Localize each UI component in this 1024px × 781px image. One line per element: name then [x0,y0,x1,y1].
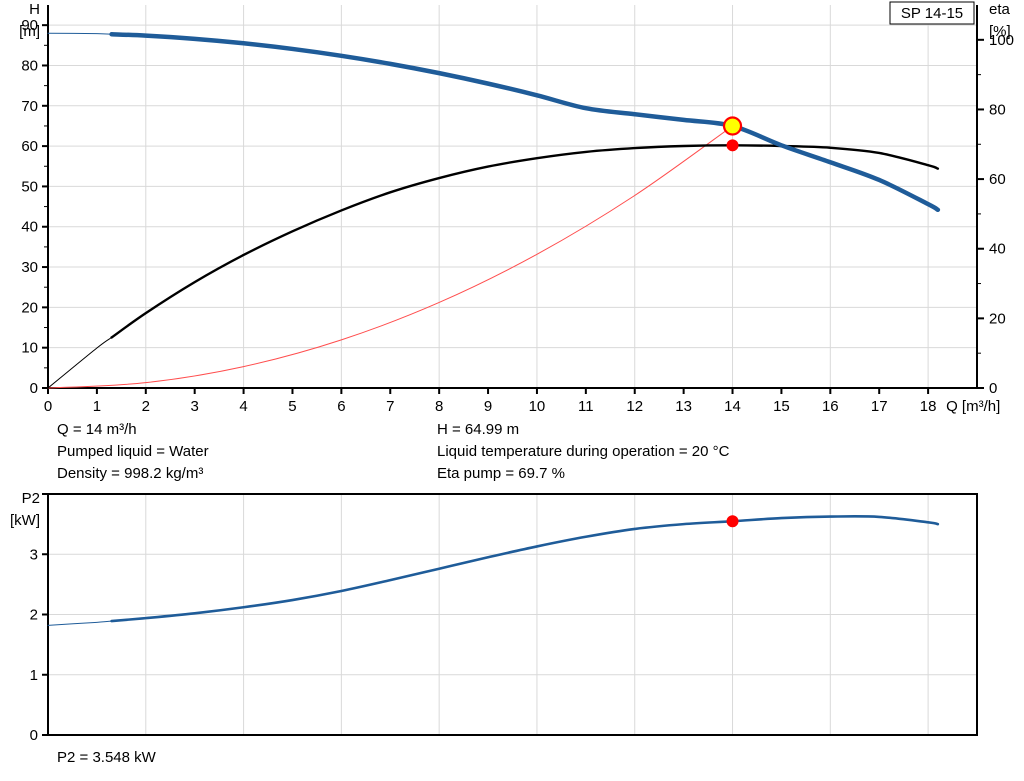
y-left-axis-title: H [29,1,40,18]
x-tick-label: 3 [191,398,199,415]
info-flow: Q = 14 m³/h [57,421,137,438]
x-tick-label: 0 [44,398,52,415]
x-tick-label: 7 [386,398,394,415]
head-curve-thin [47,32,113,35]
y-tick-label: 0 [30,727,38,744]
x-tick-label: 6 [337,398,345,415]
x-tick-label: 17 [871,398,888,415]
power-curve-thin [47,620,113,626]
y-left-tick-label: 70 [21,98,38,115]
y-right-axis-unit: [%] [989,23,1011,40]
y-left-tick-label: 30 [21,259,38,276]
head-curve [109,31,941,213]
y-right-tick-label: 80 [989,101,1006,118]
info-temperature: Liquid temperature during operation = 20… [437,443,730,460]
y-right-tick-label: 20 [989,310,1006,327]
y-left-tick-label: 60 [21,138,38,155]
y-left-tick-label: 90 [21,17,38,34]
grid-lines [48,494,977,735]
y-left-ticks: 0 10 20 30 40 50 60 70 80 90 [21,17,48,397]
duty-point-marker [722,116,743,136]
x-tick-label: 8 [435,398,443,415]
x-tick-label: 14 [724,398,741,415]
y-axis-title: P2 [22,490,40,507]
y-right-tick-label: 100 [989,32,1014,49]
y-ticks: 0 1 2 3 [30,493,48,744]
info-liquid: Pumped liquid = Water [57,443,209,460]
model-label: SP 14-15 [901,5,963,22]
y-left-tick-label: 10 [21,340,38,357]
x-tick-label: 18 [920,398,937,415]
x-ticks: 0 1 2 3 4 5 6 7 8 9 10 11 12 13 14 15 16 17 18 [44,388,937,415]
y-tick-label: 1 [30,667,38,684]
y-tick-label: 2 [30,607,38,624]
eta-curve [110,144,940,339]
x-tick-label: 2 [142,398,150,415]
axes [47,5,978,389]
x-tick-label: 1 [93,398,101,415]
duty-system-curve [47,125,734,389]
y-right-tick-label: 0 [989,380,997,397]
y-left-tick-label: 50 [21,178,38,195]
y-right-ticks: 0 20 40 60 80 100 [977,32,1014,397]
x-tick-label: 4 [239,398,247,415]
y-right-axis-title: eta [989,1,1011,18]
grid-lines [48,5,977,388]
eta-operating-point-marker [726,139,739,152]
x-tick-label: 12 [626,398,643,415]
y-right-tick-label: 60 [989,171,1006,188]
x-tick-label: 10 [529,398,546,415]
power-caption: P2 = 3.548 kW [57,749,157,766]
y-left-tick-label: 0 [30,380,38,397]
y-left-axis-unit: [m] [19,23,40,40]
x-tick-label: 15 [773,398,790,415]
curves [47,515,940,626]
x-tick-label: 5 [288,398,296,415]
operating-info-block: Q = 14 m³/h Pumped liquid = Water Densit… [0,418,1024,490]
info-eta: Eta pump = 69.7 % [437,465,565,482]
x-tick-label: 16 [822,398,839,415]
x-tick-label: 9 [484,398,492,415]
y-left-tick-label: 20 [21,299,38,316]
power-chart-svg: 0 1 2 3 P2 [kW] P2 = 3.548 kW [10,490,978,766]
model-label-box [889,1,975,25]
curves [47,31,941,389]
y-left-tick-label: 80 [21,57,38,74]
power-curve [110,515,940,623]
power-operating-point-marker [726,515,739,528]
info-head: H = 64.99 m [437,421,519,438]
x-tick-label: 11 [578,398,594,415]
x-tick-label: 13 [675,398,692,415]
x-axis-title: Q [m³/h] [946,398,1000,415]
eta-curve-thin [47,337,113,389]
y-left-tick-label: 40 [21,219,38,236]
operating-info-svg: Q = 14 m³/h Pumped liquid = Water Densit… [57,421,730,482]
markers [722,116,743,152]
power-chart: 0 1 2 3 P2 [kW] P2 = 3.548 kW [0,488,1024,781]
info-density: Density = 998.2 kg/m³ [57,465,203,482]
y-tick-label: 3 [30,546,38,563]
y-right-tick-label: 40 [989,241,1006,258]
y-axis-unit: [kW] [10,512,40,529]
head-efficiency-chart: 0 10 20 30 40 50 60 70 80 90 0 20 40 60 80 100 0 1 2 3 4 5 6 7 8… [19,1,1014,415]
